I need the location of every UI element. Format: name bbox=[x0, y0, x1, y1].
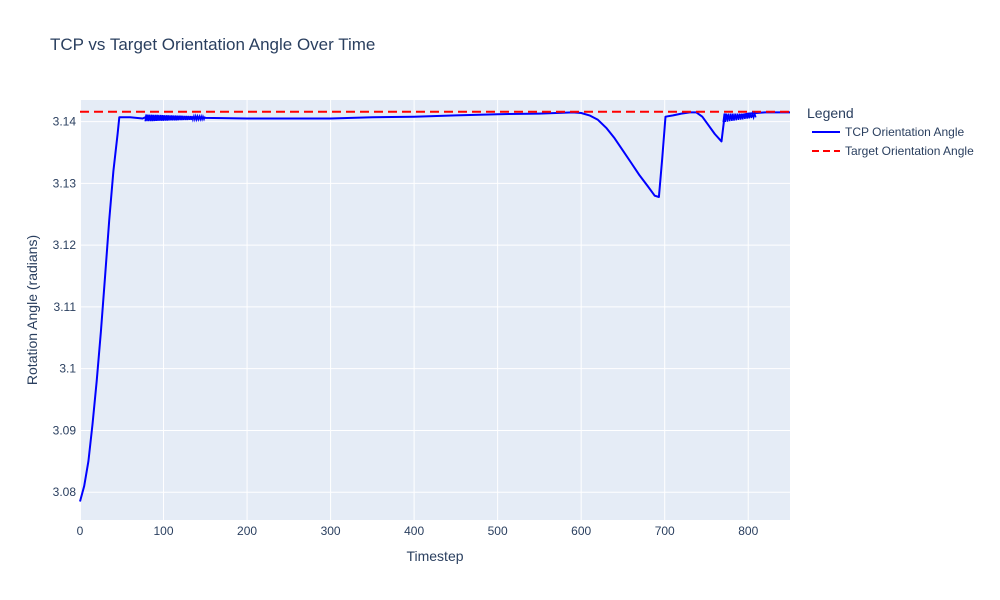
legend[interactable]: Legend TCP Orientation Angle Target Orien… bbox=[807, 105, 974, 158]
y-tick-label: 3.14 bbox=[53, 115, 77, 129]
oscillation-band-2 bbox=[722, 110, 757, 123]
chart-title: TCP vs Target Orientation Angle Over Tim… bbox=[50, 35, 375, 54]
gridlines bbox=[79, 100, 790, 520]
y-tick-label: 3.13 bbox=[53, 176, 77, 190]
series-layer bbox=[79, 110, 790, 502]
y-tick-label: 3.11 bbox=[54, 300, 77, 314]
x-tick-label: 600 bbox=[571, 524, 591, 538]
y-tick-label: 3.09 bbox=[53, 423, 77, 437]
x-tick-label: 0 bbox=[77, 524, 84, 538]
x-tick-label: 700 bbox=[655, 524, 675, 538]
y-tick-label: 3.1 bbox=[59, 362, 76, 376]
tick-labels: 0 100 200 300 400 500 600 700 800 3.08 3.09 3.1 3.11… bbox=[53, 115, 759, 538]
y-axis-label: Rotation Angle (radians) bbox=[24, 235, 40, 385]
x-tick-label: 400 bbox=[404, 524, 424, 538]
x-tick-label: 800 bbox=[738, 524, 758, 538]
y-tick-label: 3.08 bbox=[53, 485, 77, 499]
x-tick-label: 100 bbox=[154, 524, 174, 538]
x-tick-label: 200 bbox=[237, 524, 257, 538]
x-tick-label: 300 bbox=[321, 524, 341, 538]
oscillation-band-1 bbox=[144, 113, 206, 123]
legend-item-2[interactable]: Target Orientation Angle bbox=[845, 144, 974, 158]
x-tick-label: 500 bbox=[488, 524, 508, 538]
y-tick-label: 3.12 bbox=[53, 238, 77, 252]
legend-title: Legend bbox=[807, 105, 854, 121]
legend-item-1[interactable]: TCP Orientation Angle bbox=[845, 125, 965, 139]
plot-area[interactable] bbox=[80, 100, 790, 520]
x-axis-label: Timestep bbox=[406, 548, 463, 564]
series-line-1[interactable] bbox=[79, 111, 790, 502]
